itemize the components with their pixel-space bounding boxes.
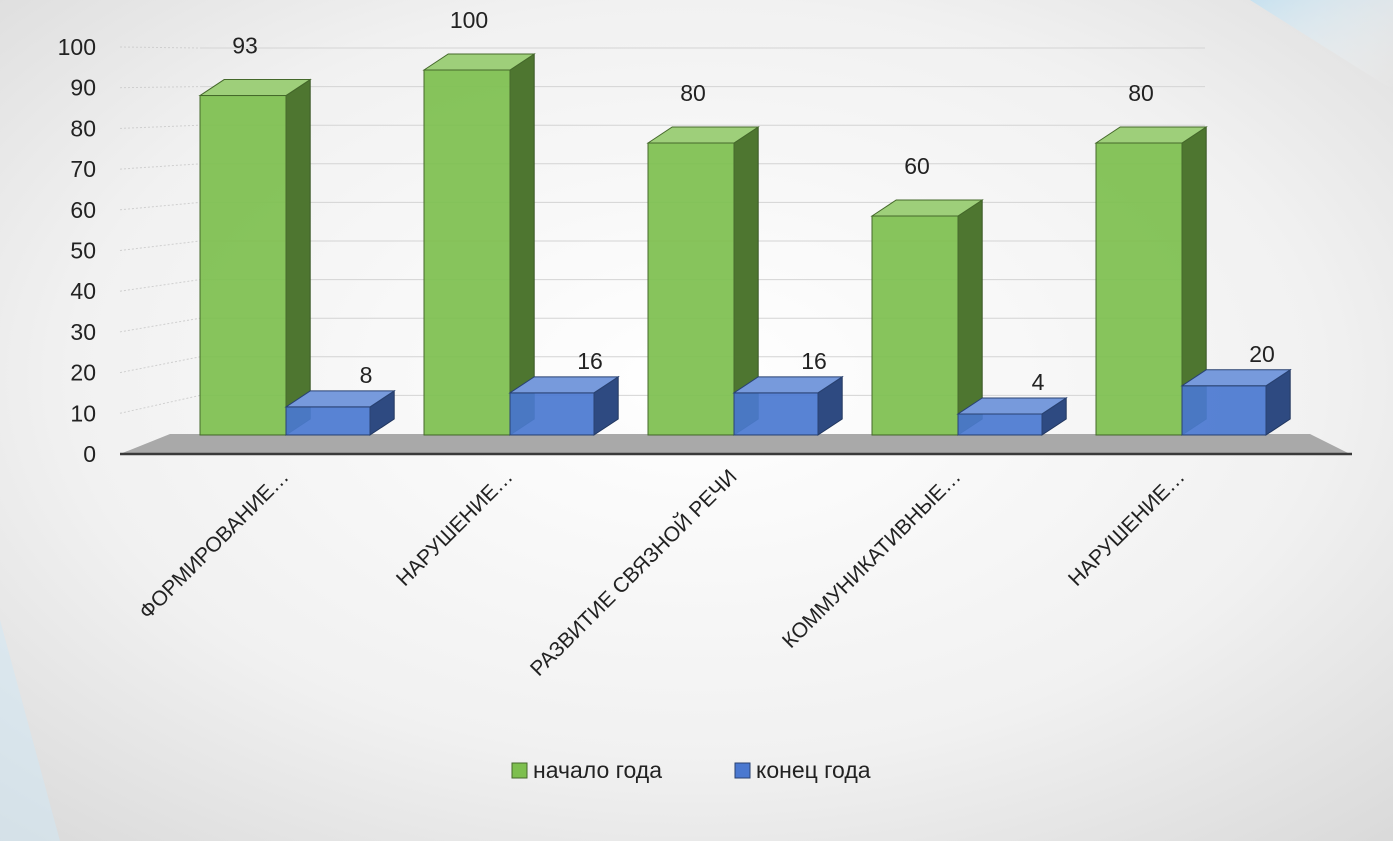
data-label: 8 (360, 362, 373, 388)
gridline-perspective (119, 240, 201, 251)
gridline-perspective (119, 394, 201, 414)
data-label: 16 (577, 348, 603, 374)
gridline-perspective (119, 356, 201, 374)
bar-top (646, 126, 760, 144)
bar-side (957, 199, 983, 436)
bar-end-of-year (508, 375, 620, 436)
y-tick-label: 100 (58, 34, 96, 60)
bar-front (1181, 385, 1267, 436)
gridline-perspective (119, 163, 201, 170)
y-tick-label: 50 (70, 238, 96, 264)
y-tick-label: 30 (70, 319, 96, 345)
data-label: 16 (801, 348, 827, 374)
y-tick-label: 10 (70, 400, 96, 426)
bar-start-of-year (422, 53, 536, 436)
gridline-perspective (119, 46, 201, 49)
y-tick-label: 90 (70, 75, 96, 101)
bar-front (509, 392, 595, 436)
legend-item: начало года (511, 757, 662, 783)
corner-decoration-left (0, 620, 60, 841)
bar-end-of-year (284, 389, 396, 436)
gridline-perspective (119, 124, 201, 129)
data-label: 80 (1128, 80, 1154, 106)
gridline-perspective (119, 201, 201, 211)
legend-item: конец года (734, 757, 871, 783)
bar-end-of-year (732, 375, 844, 436)
y-tick-label: 70 (70, 156, 96, 182)
bar-top (870, 199, 984, 217)
gridline-perspective (119, 317, 201, 333)
gridline-perspective (119, 86, 201, 89)
bar-front (733, 392, 819, 436)
bar-front (871, 215, 959, 436)
y-tick-label: 20 (70, 360, 96, 386)
bar-start-of-year (646, 126, 760, 436)
legend-swatch (734, 762, 751, 779)
bar-end-of-year (1180, 368, 1292, 436)
bar-top (956, 397, 1068, 415)
y-tick-label: 60 (70, 197, 96, 223)
legend-label: начало года (533, 757, 662, 783)
y-tick-label: 0 (83, 441, 96, 467)
data-label: 4 (1032, 369, 1045, 395)
bar-top (508, 376, 620, 394)
bar-front (199, 95, 287, 436)
data-label: 20 (1249, 341, 1275, 367)
bar-front (1095, 142, 1183, 436)
data-label: 60 (904, 153, 930, 179)
bar-start-of-year (870, 199, 984, 436)
bar-top (1180, 369, 1292, 387)
bar-top (284, 390, 396, 408)
bar-front (957, 413, 1043, 436)
y-tick-label: 40 (70, 278, 96, 304)
legend-label: конец года (756, 757, 871, 783)
gridline-perspective (119, 279, 201, 292)
chart-floor (120, 434, 1350, 454)
bar-side (285, 78, 311, 436)
bar-front (647, 142, 735, 436)
data-label: 80 (680, 80, 706, 106)
bar-end-of-year (956, 397, 1068, 436)
bar-side (509, 53, 535, 436)
bar-top (1094, 126, 1208, 144)
bar-top (198, 79, 312, 97)
y-tick-label: 80 (70, 115, 96, 141)
bar-front (423, 69, 511, 436)
corner-decoration (1250, 0, 1393, 90)
bar-start-of-year (1094, 126, 1208, 436)
data-label: 100 (450, 7, 488, 33)
bar-top (732, 376, 844, 394)
bar-front (285, 406, 371, 436)
bar-start-of-year (198, 78, 312, 436)
data-label: 93 (232, 33, 258, 59)
bar-top (422, 53, 536, 71)
legend-swatch (511, 762, 528, 779)
